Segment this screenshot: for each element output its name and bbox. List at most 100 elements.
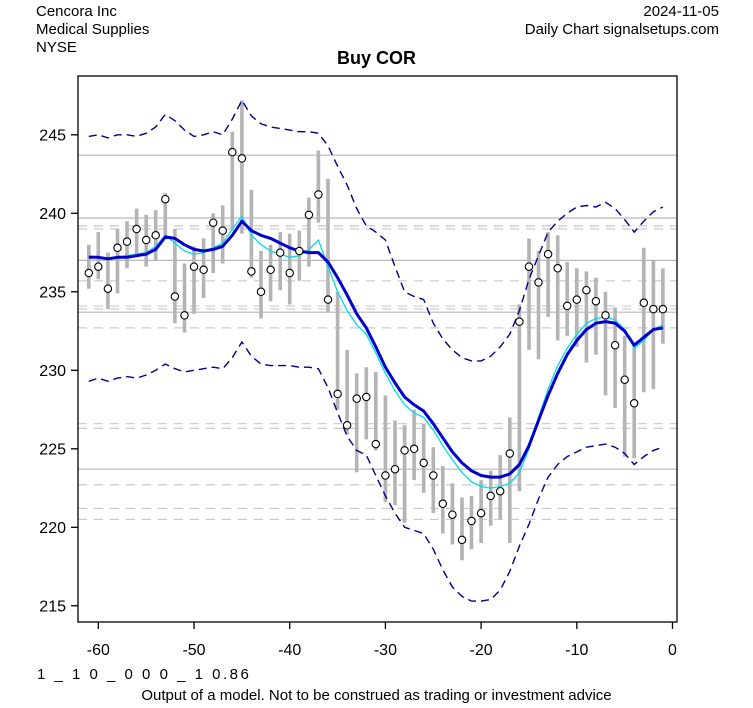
close-dot	[572, 295, 582, 304]
exchange-name: NYSE	[36, 39, 77, 56]
close-dot	[467, 516, 476, 526]
y-tick-label: 220	[39, 520, 66, 537]
price-bar	[517, 304, 522, 492]
close-dot	[543, 249, 553, 259]
close-dot	[218, 226, 227, 235]
price-bar	[527, 238, 531, 350]
x-tick-label: -20	[470, 642, 493, 659]
price-bar	[575, 268, 579, 347]
close-dot	[122, 237, 132, 246]
x-tick-label: -60	[87, 642, 110, 659]
close-dot	[601, 311, 610, 320]
close-dot	[275, 248, 285, 257]
price-bar	[431, 447, 436, 514]
close-dot	[371, 439, 381, 449]
chart-source: Daily Chart signalsetups.com	[524, 21, 719, 38]
price-bar	[230, 131, 235, 231]
axes: 215 220 225 230 235 240 245 -60 -50 -40 -30 -20 -10 0	[39, 127, 677, 659]
envelope-bands	[88, 98, 664, 602]
close-dot	[333, 389, 342, 399]
close-dot	[381, 471, 390, 480]
price-bar	[460, 497, 464, 561]
close-dot	[199, 265, 208, 275]
price-bar	[374, 371, 378, 451]
price-bar	[259, 251, 263, 319]
price-bar	[307, 197, 311, 267]
price-bar	[115, 229, 120, 294]
close-dot	[505, 449, 515, 458]
y-tick-label: 230	[39, 363, 66, 380]
close-dot	[629, 399, 639, 408]
moving-average-line	[88, 219, 664, 479]
price-bar	[96, 232, 101, 280]
price-bar	[508, 417, 512, 543]
price-bar	[364, 367, 369, 440]
close-dot	[495, 486, 505, 496]
price-bar	[383, 395, 388, 503]
close-dot	[151, 231, 160, 240]
company-name: Cencora Inc	[36, 3, 117, 20]
price-bar	[555, 235, 560, 341]
company-sector: Medical Supplies	[36, 21, 150, 38]
close-dot	[457, 535, 467, 545]
price-bar	[402, 425, 407, 523]
price-bar	[546, 232, 550, 317]
close-dot	[390, 464, 400, 474]
close-dot	[649, 304, 658, 314]
close-dot	[620, 375, 629, 384]
price-bar	[173, 229, 177, 324]
close-dot	[582, 285, 591, 295]
close-dot	[132, 224, 141, 234]
close-dot	[304, 210, 314, 220]
lower-band	[88, 340, 664, 602]
plot-box	[77, 75, 678, 623]
close-dot	[237, 154, 247, 163]
close-dot	[553, 264, 562, 273]
close-dot	[208, 218, 218, 227]
price-bar	[163, 192, 168, 239]
close-dot	[639, 298, 649, 308]
price-bar	[326, 178, 330, 313]
price-bar	[594, 277, 598, 355]
close-dot	[524, 262, 534, 271]
price-bar	[345, 349, 349, 435]
fast-average-line	[88, 215, 664, 489]
close-dot	[94, 262, 103, 271]
price-bar	[421, 423, 426, 493]
price-bar	[249, 189, 254, 278]
price-bar	[651, 260, 656, 390]
close-dot	[419, 458, 428, 468]
header-left: Cencora Inc Medical Supplies NYSE	[36, 3, 149, 57]
close-price-dots	[84, 147, 668, 545]
price-bar	[278, 232, 282, 291]
close-dot	[247, 267, 256, 276]
y-tick-label: 240	[39, 206, 66, 223]
close-dot	[295, 246, 304, 256]
x-tick-label: -40	[278, 642, 301, 659]
close-dot	[228, 147, 237, 157]
close-dot	[486, 491, 495, 501]
chart-date: 2024-11-05	[643, 3, 719, 20]
price-bar	[536, 251, 541, 360]
close-dot	[515, 317, 524, 326]
close-dot	[438, 499, 448, 509]
close-dot	[562, 301, 572, 311]
price-bar	[622, 335, 627, 457]
close-dot	[189, 262, 199, 271]
price-bar	[316, 150, 321, 223]
close-dot	[256, 287, 266, 297]
y-tick-label: 215	[39, 598, 66, 615]
fast-line-group	[88, 215, 664, 489]
close-dot	[161, 194, 170, 204]
model-code: 1 _ 1 0 _ 0 0 0 _ 1 0.86	[37, 666, 252, 683]
close-dot	[362, 392, 371, 402]
price-bar	[393, 420, 397, 506]
close-dot	[266, 265, 275, 275]
close-dot	[342, 421, 352, 430]
close-dot	[400, 446, 409, 455]
close-dot	[113, 243, 122, 253]
close-dot	[534, 278, 543, 287]
close-dot	[352, 394, 361, 403]
close-dot	[409, 444, 419, 454]
disclaimer-text: Output of a model. Not to be construed a…	[141, 687, 612, 704]
